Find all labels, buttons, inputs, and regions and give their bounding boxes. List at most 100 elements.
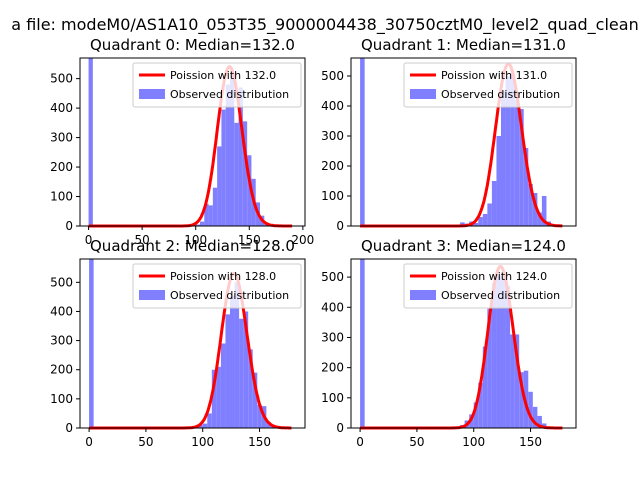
legend-box [132, 263, 302, 309]
axes-frame [79, 258, 306, 429]
panel-title: Quadrant 3: Median=124.0 [361, 237, 566, 255]
observed-bar [204, 203, 209, 226]
quadrant-panel-1: 0 100 200 300 400 500 Quadrant 1: Median=131.0… [321, 36, 577, 233]
observed-bar [487, 308, 492, 428]
x-tick-label: 100 [184, 233, 207, 247]
legend: Poission with 128.0 Observed distribution [132, 263, 302, 309]
y-tick-label: 400 [50, 304, 73, 318]
observed-bars [89, 259, 276, 428]
legend: Poission with 131.0 Observed distribution [403, 62, 573, 108]
observed-bar [541, 423, 547, 428]
observed-bar [225, 84, 230, 227]
y-tick-label: 400 [50, 101, 73, 115]
quadrant-panel-0: 0 100 200 300 400 500 0 50 100 150 200 Quadrant 0: … [50, 36, 314, 247]
legend-label-poisson: Poission with 128.0 [170, 270, 276, 283]
axes-frame [79, 57, 306, 227]
y-tick-label: 500 [50, 72, 73, 86]
observed-bar [482, 214, 488, 226]
legend: Poission with 132.0 Observed distribution [132, 62, 302, 108]
observed-bar [217, 146, 222, 226]
legend-bar-swatch [139, 89, 165, 99]
quadrant-panel-2: 0 100 200 300 400 500 0 50 100 150 Quadrant 2: Med… [50, 237, 306, 449]
observed-bar [247, 155, 252, 226]
observed-bar [212, 187, 218, 226]
y-tick-label: 0 [65, 421, 73, 435]
observed-bar [248, 349, 253, 428]
y-tick-label: 200 [50, 363, 73, 377]
legend-box [403, 62, 573, 108]
y-tick-label: 200 [321, 361, 344, 375]
y-tick-label: 200 [321, 159, 344, 173]
observed-bar [482, 346, 488, 428]
observed-bar [207, 413, 212, 428]
legend: Poission with 124.0 Observed distribution [403, 263, 573, 309]
axes-frame [350, 57, 577, 227]
observed-bar [528, 184, 533, 226]
y-tick-label: 300 [321, 330, 344, 344]
observed-bar [537, 415, 542, 428]
observed-bar [532, 406, 538, 428]
y-tick-label: 400 [321, 99, 344, 113]
panel-title: Quadrant 1: Median=131.0 [361, 36, 566, 54]
x-tick-label: 50 [409, 435, 424, 449]
observed-bar [496, 136, 501, 226]
y-tick-label: 500 [50, 275, 73, 289]
observed-bar [257, 404, 262, 428]
observed-bar [225, 314, 230, 428]
y-tick-label: 100 [50, 392, 73, 406]
x-tick-label: 0 [85, 435, 93, 449]
observed-bar [216, 366, 221, 428]
observed-bar [514, 100, 520, 226]
observed-bar [230, 295, 235, 428]
x-tick-label: 200 [291, 233, 314, 247]
legend-label-observed: Observed distribution [441, 289, 560, 302]
y-tick-label: 500 [321, 69, 344, 83]
y-tick-label: 300 [321, 129, 344, 143]
y-tick-label: 400 [321, 300, 344, 314]
legend-label-poisson: Poission with 124.0 [441, 270, 547, 283]
observed-bar [491, 181, 497, 226]
observed-bar [537, 212, 542, 226]
observed-bar [195, 224, 200, 226]
observed-bar [473, 223, 479, 226]
x-tick-label: 100 [462, 435, 485, 449]
panel-title: Quadrant 2: Median=128.0 [90, 237, 295, 255]
y-tick-label: 200 [50, 160, 73, 174]
observed-bar [202, 423, 208, 428]
legend-box [403, 263, 573, 309]
x-tick-label: 50 [135, 233, 150, 247]
panel-title: Quadrant 0: Median=132.0 [90, 36, 295, 54]
observed-bar [243, 311, 249, 428]
observed-bar [239, 318, 244, 428]
observed-bar [541, 196, 547, 226]
observed-bar [501, 277, 506, 428]
observed-bar [510, 73, 515, 226]
x-tick-label: 50 [138, 435, 153, 449]
x-tick-label: 150 [519, 435, 542, 449]
observed-bar [252, 372, 258, 428]
observed-bar [266, 422, 271, 428]
observed-bar [491, 283, 497, 428]
observed-bar [221, 109, 226, 226]
observed-bar [89, 259, 94, 428]
observed-bar [360, 259, 365, 428]
legend-bar-swatch [139, 290, 165, 300]
observed-bar [496, 275, 501, 428]
observed-bar [200, 221, 205, 226]
quadrant-panel-3: 0 100 200 300 400 500 0 50 100 150 Quadrant 3: Med… [321, 237, 577, 449]
y-tick-label: 500 [321, 270, 344, 284]
panels: 0 100 200 300 400 500 0 50 100 150 200 Quadrant 0: … [50, 36, 577, 449]
legend-box [132, 62, 302, 108]
observed-bar [230, 75, 235, 227]
x-tick-label: 100 [191, 435, 214, 449]
observed-bar [211, 369, 217, 428]
axes-frame [350, 258, 577, 429]
legend-label-observed: Observed distribution [170, 88, 289, 101]
y-tick-label: 300 [50, 131, 73, 145]
x-tick-label: 150 [238, 233, 261, 247]
observed-bar [208, 205, 213, 226]
observed-bar [220, 343, 226, 428]
observed-bar [519, 372, 524, 428]
observed-bar [523, 148, 529, 226]
